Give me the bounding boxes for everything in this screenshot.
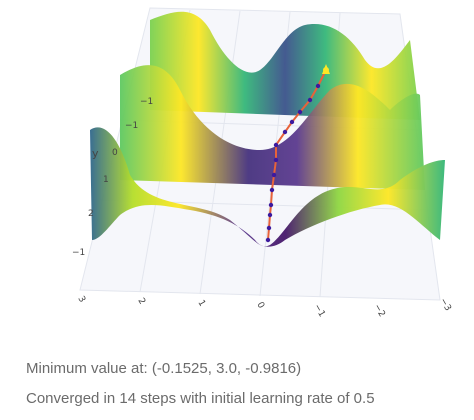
gradient-descent-path — [265, 64, 330, 243]
descent-step-marker — [307, 97, 313, 103]
descent-step-marker — [273, 142, 279, 148]
x-tick: −1 — [311, 303, 326, 320]
y-tick: −1 — [125, 121, 138, 131]
x-tick: 2 — [135, 297, 147, 307]
descent-step-marker — [266, 225, 272, 231]
y-axis-ticks: −1 −1 0 1 2 y — [88, 97, 153, 219]
descent-step-marker — [267, 212, 273, 218]
y-tick: 0 — [112, 148, 118, 158]
descent-step-marker — [289, 119, 295, 125]
surface-plot-svg[interactable]: −1 −1 0 1 2 y 3 2 1 0 −1 −2 −3 −1 — [0, 0, 474, 340]
z-tick: −1 — [72, 248, 85, 258]
descent-step-marker — [282, 129, 288, 135]
y-tick: −1 — [140, 97, 153, 107]
descent-step-marker — [273, 157, 279, 163]
x-tick: 3 — [75, 295, 87, 305]
minimum-value-text: Minimum value at: (-0.1525, 3.0, -0.9816… — [26, 360, 302, 377]
descent-step-marker — [265, 237, 271, 243]
y-tick: 2 — [88, 209, 94, 219]
descent-step-marker — [297, 109, 303, 115]
descent-step-marker — [315, 83, 321, 89]
surface-plot[interactable]: −1 −1 0 1 2 y 3 2 1 0 −1 −2 −3 −1 — [0, 0, 474, 340]
descent-step-marker — [271, 172, 277, 178]
x-tick: −2 — [371, 303, 386, 320]
x-tick: 0 — [254, 301, 266, 311]
surface-middle-band — [120, 65, 425, 190]
start-arrow-icon — [322, 64, 330, 74]
y-axis-title: y — [92, 147, 99, 160]
converged-steps-text: Converged in 14 steps with initial learn… — [26, 390, 375, 407]
descent-step-marker — [269, 187, 275, 193]
descent-step-marker — [268, 202, 274, 208]
x-tick: 1 — [195, 299, 207, 309]
y-tick: 1 — [103, 175, 109, 185]
